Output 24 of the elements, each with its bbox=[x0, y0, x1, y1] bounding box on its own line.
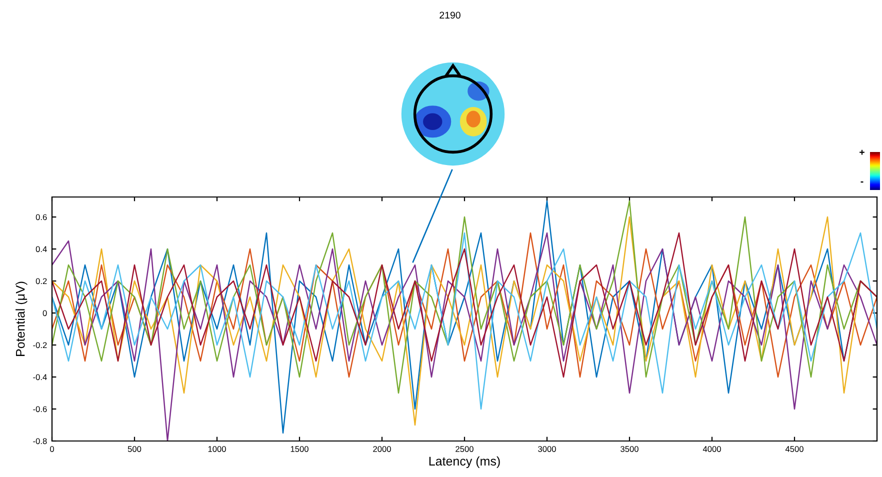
x-tick-label: 2500 bbox=[456, 446, 474, 452]
y-axis-title: Potential (μV) bbox=[16, 282, 28, 356]
x-axis-title: Latency (ms) bbox=[429, 456, 500, 468]
line-series bbox=[52, 232, 877, 378]
text: + bbox=[860, 150, 864, 155]
text: - bbox=[860, 181, 864, 183]
y-tick-label: 0.6 bbox=[36, 214, 47, 220]
chart-title: 2190 bbox=[440, 12, 460, 19]
x-tick-label: 500 bbox=[128, 446, 142, 452]
y-tick-label: 0 bbox=[42, 310, 47, 316]
y-tick-label: -0.6 bbox=[33, 406, 47, 412]
y-tick-label: -0.2 bbox=[33, 342, 47, 348]
x-tick-label: 3500 bbox=[620, 446, 638, 452]
y-tick-label: -0.8 bbox=[33, 438, 47, 444]
y-tick-label: 0.4 bbox=[36, 246, 47, 252]
x-tick-label: 4500 bbox=[785, 446, 804, 452]
x-tick-label: 1000 bbox=[208, 446, 226, 452]
y-tick-label: 0.2 bbox=[36, 278, 47, 284]
x-tick-label: 0 bbox=[50, 446, 54, 452]
x-tick-label: 4000 bbox=[702, 446, 721, 452]
x-tick-label: 3000 bbox=[538, 446, 556, 452]
y-tick-label: -0.4 bbox=[33, 374, 47, 380]
x-tick-label: 2000 bbox=[373, 446, 391, 452]
x-tick-label: 1500 bbox=[290, 446, 308, 452]
